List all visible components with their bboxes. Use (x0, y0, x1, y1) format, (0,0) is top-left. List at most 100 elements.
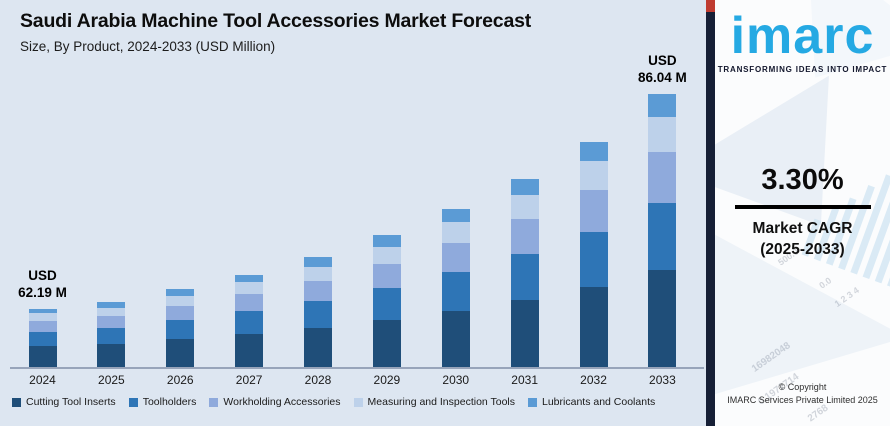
bar-segment-toolholders (372, 288, 401, 320)
stacked-bar-2028 (304, 257, 333, 367)
divider-strip-accent (706, 0, 715, 12)
x-axis-label-2026: 2026 (166, 373, 194, 387)
watermark-text: 16982048 (749, 340, 793, 375)
bar-segment-cutting-tool-inserts (372, 320, 401, 367)
x-axis-label-2030: 2030 (442, 373, 470, 387)
chart-legend: Cutting Tool Inserts Toolholders Workholdi… (12, 396, 704, 408)
chart-area: Saudi Arabia Machine Tool Accessories Ma… (0, 0, 706, 426)
copyright-line2: IMARC Services Private Limited 2025 (727, 395, 878, 405)
bar-segment-measuring-and-inspection-tools (28, 313, 57, 321)
cagr-period: (2025-2033) (760, 241, 845, 258)
bar-segment-workholding-accessories (166, 306, 195, 320)
bar-segment-cutting-tool-inserts (235, 334, 264, 367)
cagr-underline (734, 205, 871, 209)
bar-segment-measuring-and-inspection-tools (510, 195, 539, 219)
total-value-label-2033: USD 86.04 M (638, 53, 687, 85)
stacked-bar-2024 (28, 309, 57, 367)
x-axis-label-2029: 2029 (373, 373, 401, 387)
bar-segment-workholding-accessories (372, 264, 401, 288)
page-title: Saudi Arabia Machine Tool Accessories Ma… (20, 10, 532, 32)
stacked-bar-2026 (166, 289, 195, 367)
stacked-bar-2025 (97, 302, 126, 367)
cagr-block: 3.30% Market CAGR (2025-2033) (715, 164, 890, 260)
legend-label: Lubricants and Coolants (542, 396, 656, 408)
x-axis-line (10, 367, 704, 369)
bar-segment-cutting-tool-inserts (166, 339, 195, 367)
legend-swatch-icon (209, 397, 219, 407)
legend-item-workholding-accessories: Workholding Accessories (209, 396, 341, 408)
bar-segment-cutting-tool-inserts (441, 311, 470, 367)
legend-item-cutting-tool-inserts: Cutting Tool Inserts (12, 396, 116, 408)
x-axis-label-2033: 2033 (649, 373, 676, 387)
stacked-bar-2027 (235, 275, 264, 367)
bar-segment-measuring-and-inspection-tools (235, 282, 264, 294)
legend-swatch-icon (353, 397, 363, 407)
bar-segment-measuring-and-inspection-tools (304, 267, 333, 281)
copyright-line1: © Copyright (778, 382, 827, 392)
stacked-bar-2031 (510, 179, 539, 367)
bar-segment-workholding-accessories (97, 316, 126, 328)
bar-segment-lubricants-and-coolants (28, 309, 57, 313)
bar-segment-cutting-tool-inserts (579, 287, 608, 367)
bar-segment-lubricants-and-coolants (235, 275, 264, 282)
watermark-text: 0.0 (817, 275, 834, 291)
stacked-bar-2032 (579, 142, 608, 367)
bar-segment-measuring-and-inspection-tools (372, 247, 401, 264)
legend-item-measuring-and-inspection-tools: Measuring and Inspection Tools (353, 396, 515, 408)
legend-label: Workholding Accessories (223, 396, 341, 408)
divider-strip (706, 0, 715, 426)
legend-label: Toolholders (142, 396, 197, 408)
bar-segment-cutting-tool-inserts (648, 270, 677, 367)
x-axis-label-2024: 2024 (29, 373, 56, 387)
legend-item-lubricants-and-coolants: Lubricants and Coolants (528, 396, 655, 408)
bar-segment-measuring-and-inspection-tools (648, 117, 677, 152)
stacked-bar-2030 (441, 209, 470, 367)
bar-segment-toolholders (648, 203, 677, 270)
bar-segment-lubricants-and-coolants (166, 289, 195, 296)
bar-segment-workholding-accessories (304, 281, 333, 301)
copyright: © Copyright IMARC Services Private Limit… (715, 381, 890, 407)
bar-segment-workholding-accessories (441, 243, 470, 272)
legend-item-toolholders: Toolholders (128, 396, 197, 408)
bar-segment-cutting-tool-inserts (304, 328, 333, 367)
bar-segment-measuring-and-inspection-tools (579, 161, 608, 190)
cagr-label: Market CAGR (752, 220, 853, 237)
bar-segment-lubricants-and-coolants (304, 257, 333, 267)
x-axis-label-2028: 2028 (304, 373, 332, 387)
x-axis-label-2025: 2025 (98, 373, 125, 387)
bar-segment-measuring-and-inspection-tools (166, 296, 195, 306)
bar-segment-lubricants-and-coolants (510, 179, 539, 195)
imarc-logo-text: imarc (730, 7, 875, 65)
stacked-bar-2033 (648, 94, 677, 367)
bar-segment-toolholders (235, 311, 264, 334)
bar-segment-workholding-accessories (510, 219, 539, 254)
bar-segment-lubricants-and-coolants (579, 142, 608, 161)
legend-label: Measuring and Inspection Tools (367, 396, 515, 408)
x-axis-label-2032: 2032 (580, 373, 607, 387)
bar-segment-lubricants-and-coolants (441, 209, 470, 222)
bar-segment-toolholders (166, 320, 195, 339)
bar-segment-toolholders (441, 272, 470, 311)
x-axis-label-2027: 2027 (235, 373, 263, 387)
imarc-logo: imarc TRANSFORMING IDEAS INTO IMPACT (715, 8, 890, 74)
legend-swatch-icon (128, 397, 138, 407)
bar-segment-toolholders (304, 301, 333, 328)
bar-segment-workholding-accessories (235, 294, 264, 311)
watermark-text: 1 2 3 4 (832, 285, 861, 309)
bar-segment-toolholders (97, 328, 126, 344)
bar-segment-lubricants-and-coolants (372, 235, 401, 247)
page-subtitle: Size, By Product, 2024-2033 (USD Million… (20, 39, 276, 54)
cagr-value: 3.30% (761, 164, 844, 196)
legend-label: Cutting Tool Inserts (26, 396, 116, 408)
legend-swatch-icon (12, 397, 21, 407)
bar-segment-toolholders (28, 332, 57, 346)
bar-segment-lubricants-and-coolants (648, 94, 677, 117)
brand-panel: 500.0 0.0 1 2 3 4 16982048 0.1972714 2768 ima… (715, 0, 890, 426)
bar-segment-lubricants-and-coolants (97, 302, 126, 308)
imarc-logo-tagline: TRANSFORMING IDEAS INTO IMPACT (717, 65, 888, 74)
bar-segment-workholding-accessories (28, 321, 57, 332)
bar-segment-toolholders (510, 254, 539, 300)
bar-segment-measuring-and-inspection-tools (97, 308, 126, 316)
bar-segment-cutting-tool-inserts (28, 346, 57, 367)
